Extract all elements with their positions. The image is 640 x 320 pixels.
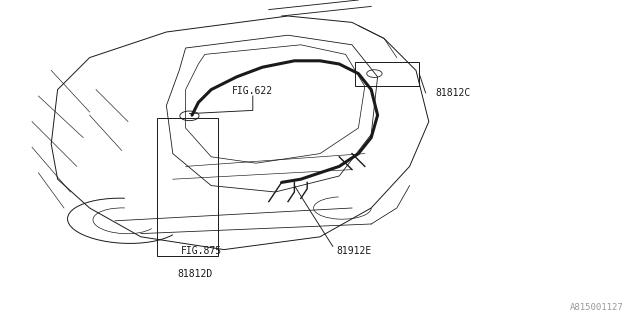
Bar	[157, 118, 218, 256]
Text: 81812D: 81812D	[177, 268, 213, 279]
Text: A815001127: A815001127	[570, 303, 624, 312]
Text: FIG.622: FIG.622	[232, 86, 273, 96]
Text: 81812C: 81812C	[435, 88, 470, 98]
Text: 81912E: 81912E	[336, 246, 371, 256]
Bar	[355, 62, 419, 86]
Text: FIG.875: FIG.875	[181, 246, 222, 256]
